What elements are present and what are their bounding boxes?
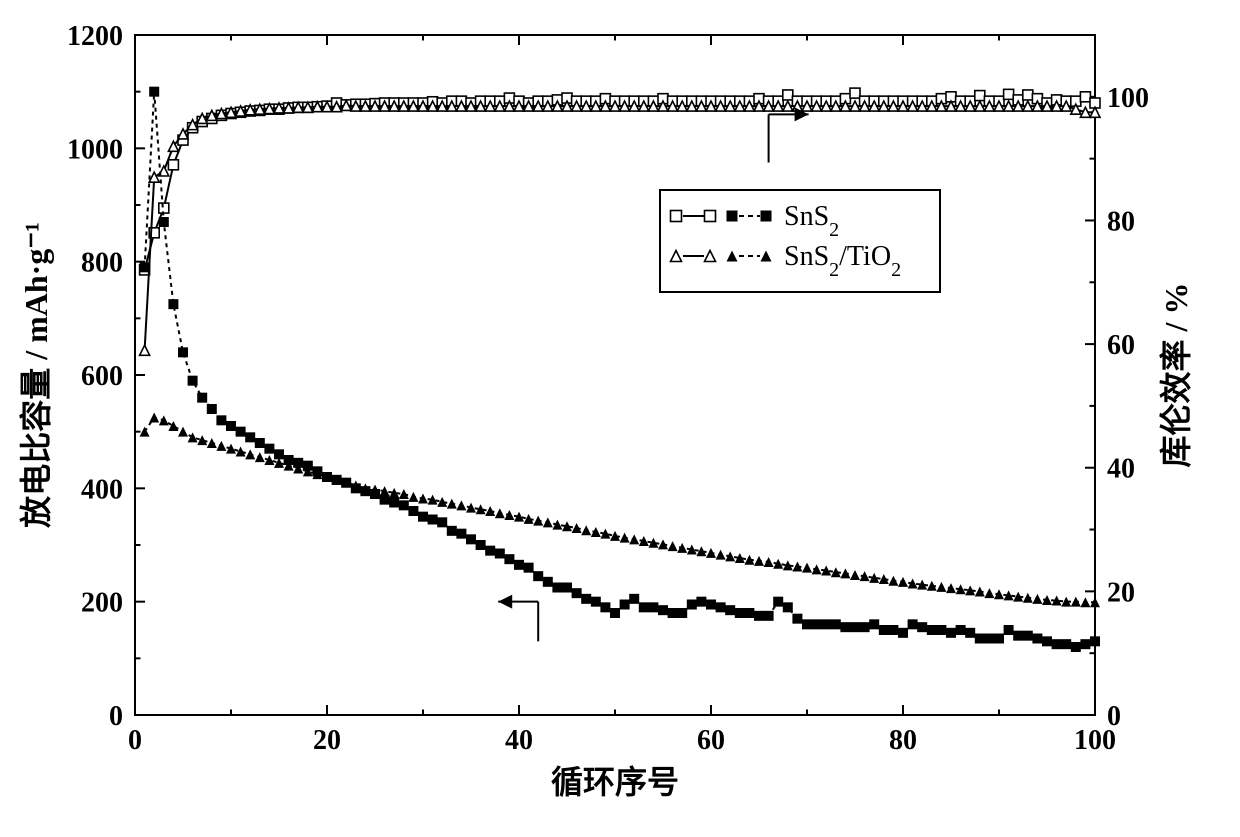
- y-right-tick-label: 80: [1107, 206, 1135, 237]
- y-left-tick-label: 400: [81, 474, 123, 505]
- y-left-tick-label: 800: [81, 248, 123, 279]
- y-right-axis-label: 库伦效率 / %: [1158, 283, 1194, 468]
- legend: SnS2SnS2/TiO2: [660, 190, 940, 292]
- y-left-tick-label: 0: [109, 701, 123, 732]
- series-sns2tio2-efficiency: [140, 100, 1100, 355]
- y-right-tick-label: 20: [1107, 577, 1135, 608]
- series-sns2-efficiency: [140, 88, 1100, 275]
- series-sns2tio2-capacity: [140, 413, 1100, 608]
- x-tick-label: 60: [697, 725, 725, 756]
- x-tick-label: 0: [128, 725, 142, 756]
- series-sns2-capacity: [140, 87, 1100, 652]
- y-left-tick-label: 600: [81, 361, 123, 392]
- x-tick-label: 40: [505, 725, 533, 756]
- y-right-tick-label: 60: [1107, 330, 1135, 361]
- capacity-efficiency-chart: 0204060801000200400600800100012000204060…: [0, 0, 1240, 837]
- y-left-axis-label: 放电比容量 / mAh·g⁻¹: [18, 222, 54, 528]
- x-tick-label: 80: [889, 725, 917, 756]
- y-left-tick-label: 200: [81, 588, 123, 619]
- y-left-tick-label: 1200: [67, 21, 123, 52]
- y-right-tick-label: 100: [1107, 83, 1149, 114]
- y-right-tick-label: 40: [1107, 454, 1135, 485]
- y-right-tick-label: 0: [1107, 701, 1121, 732]
- annotation-arrow-to-right-axis: [769, 107, 809, 162]
- annotation-arrow-to-left-axis: [498, 595, 538, 642]
- y-left-tick-label: 1000: [67, 134, 123, 165]
- x-axis-label: 循环序号: [551, 764, 679, 800]
- x-tick-label: 20: [313, 725, 341, 756]
